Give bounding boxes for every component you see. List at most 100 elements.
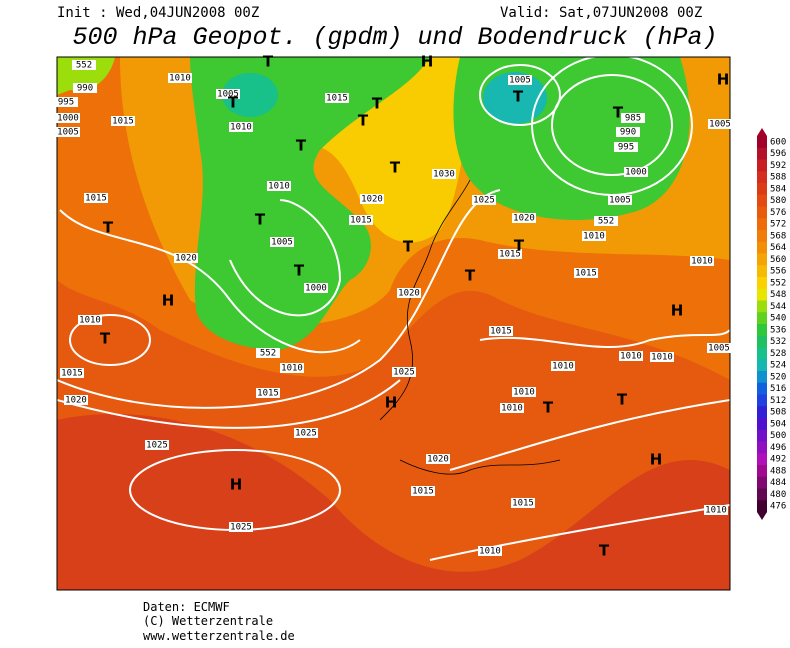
colorbar-swatch <box>757 265 767 278</box>
isobar-label-text: 1025 <box>295 429 317 439</box>
colorbar-label: 576 <box>770 208 786 218</box>
pressure-center: T <box>465 267 476 285</box>
isobar-label-text: 990 <box>620 128 636 138</box>
isobar-label-text: 1015 <box>575 269 597 279</box>
isobar-label: 1030 <box>432 169 456 180</box>
isobar-label-text: 995 <box>58 98 74 108</box>
isobar-label: 1010 <box>690 256 714 267</box>
isobar-label-box <box>304 283 328 293</box>
isobar-label-text: 1025 <box>230 523 252 533</box>
isobar-label: 1015 <box>411 486 435 497</box>
colorbar-label: 520 <box>770 372 786 382</box>
colorbar-cap-top <box>757 128 767 136</box>
colorbar-label: 572 <box>770 220 786 230</box>
isobar-label-box <box>73 83 97 93</box>
isobar-label-box <box>512 387 536 397</box>
isobar-label-text: 1005 <box>57 128 79 138</box>
isobar-label-box <box>78 315 102 325</box>
isobar-label-text: 1000 <box>57 114 79 124</box>
map-title: 500 hPa Geopot. (gpdm) und Bodendruck (h… <box>72 23 717 52</box>
isobar-label-text: 1005 <box>509 76 531 86</box>
isobar-label: 1010 <box>650 352 674 363</box>
colorbar-label: 540 <box>770 314 786 324</box>
isobar-label-text: 1010 <box>583 232 605 242</box>
isobar-label-text: 1010 <box>230 123 252 133</box>
colorbar-label: 544 <box>770 302 786 312</box>
isobar-label-box <box>411 486 435 496</box>
isobar-label-box <box>489 326 513 336</box>
isobar-label-box <box>498 249 522 259</box>
isobar-label-box <box>392 367 416 377</box>
isobar-label: 1020 <box>174 253 198 264</box>
colorbar-swatch <box>757 406 767 419</box>
isobar-label: 1010 <box>78 315 102 326</box>
isobar-label: 1015 <box>511 498 535 509</box>
pressure-center: H <box>671 302 684 320</box>
isobar-label-box <box>267 181 291 191</box>
map-frame <box>56 56 731 591</box>
isobar-label: 1015 <box>111 116 135 127</box>
isobar-label-text: 1020 <box>513 214 535 224</box>
url: www.wetterzentrale.de <box>143 629 295 643</box>
isobar-label-box <box>508 75 532 85</box>
isobar-label-text: 1010 <box>268 182 290 192</box>
colorbar-swatch <box>757 230 767 243</box>
isobar-label: 1000 <box>56 113 80 124</box>
isobar-label-text: 1010 <box>620 352 642 362</box>
colorbar-label: 476 <box>770 502 786 512</box>
isobar-label: 1010 <box>619 351 643 362</box>
colorbar-swatch <box>757 206 767 219</box>
isobar-label-text: 1020 <box>398 289 420 299</box>
isobar-label-box <box>72 60 96 70</box>
isobar-label-text: 1015 <box>257 389 279 399</box>
colorbar-label: 560 <box>770 255 786 265</box>
isobar-label-text: 1010 <box>651 353 673 363</box>
isobar-label-box <box>707 343 731 353</box>
isobar-label-box <box>500 403 524 413</box>
isobar-label: 990 <box>616 127 640 138</box>
colorbar-label: 480 <box>770 490 786 500</box>
pressure-center: T <box>543 399 554 417</box>
colorbar-swatch <box>757 488 767 501</box>
colorbar-swatch <box>757 453 767 466</box>
isobar-label: 1020 <box>512 213 536 224</box>
pressure-center: T <box>296 137 307 155</box>
isobar-label-box <box>551 361 575 371</box>
isobar-label: 1025 <box>392 367 416 378</box>
colorbar-label: 512 <box>770 396 786 406</box>
isobar-label-box <box>624 167 648 177</box>
isobar-label-box <box>472 195 496 205</box>
isobar-label-text: 985 <box>625 114 641 124</box>
colorbar-swatch <box>757 476 767 489</box>
isobar-label-text: 552 <box>598 217 614 227</box>
colorbar-label: 488 <box>770 466 786 476</box>
isobar-label-text: 995 <box>618 143 634 153</box>
isobar-label-box <box>708 119 732 129</box>
isobar-label-box <box>594 216 618 226</box>
isobar-label: 552 <box>256 348 280 359</box>
isobar-label-box <box>111 116 135 126</box>
isobar-label: 1015 <box>256 388 280 399</box>
isobar-label-box <box>145 440 169 450</box>
isobar-label: 995 <box>614 142 638 153</box>
isobar-label-box <box>478 546 502 556</box>
isobar-label: 1005 <box>508 75 532 86</box>
isobar-label: 1020 <box>426 454 450 465</box>
colorbar-label: 600 <box>770 137 786 147</box>
isobar-label-box <box>360 194 384 204</box>
isobar-label: 1010 <box>267 181 291 192</box>
colorbar-swatch <box>757 288 767 301</box>
isobar-label-text: 1010 <box>169 74 191 84</box>
isobar-label-text: 1010 <box>281 364 303 374</box>
isobar-label: 1025 <box>294 428 318 439</box>
colorbar-label: 568 <box>770 231 786 241</box>
isobar-label-text: 1015 <box>512 499 534 509</box>
isobar-label: 1010 <box>582 231 606 242</box>
pressure-center: H <box>650 451 663 469</box>
colorbar-label: 588 <box>770 173 786 183</box>
isobar-label: 1010 <box>512 387 536 398</box>
isobar-label-text: 1015 <box>350 216 372 226</box>
colorbar-swatch <box>757 347 767 360</box>
source: Daten: ECMWF <box>143 600 230 614</box>
